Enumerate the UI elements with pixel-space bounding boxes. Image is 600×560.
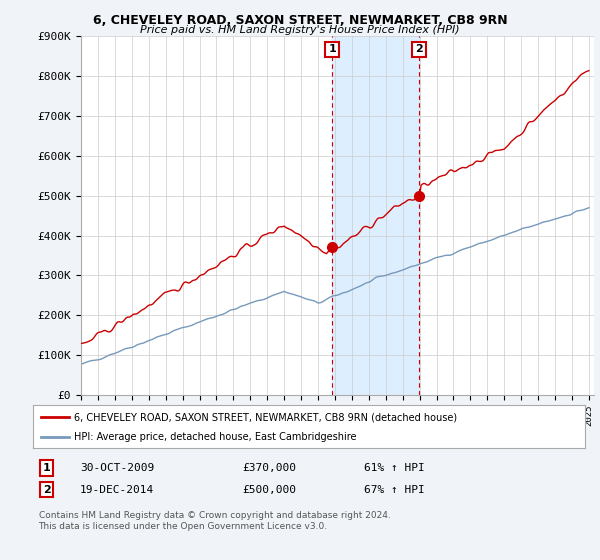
Text: 2: 2 — [43, 484, 50, 494]
Text: 61% ↑ HPI: 61% ↑ HPI — [364, 463, 425, 473]
Text: 19-DEC-2014: 19-DEC-2014 — [80, 484, 154, 494]
Text: £500,000: £500,000 — [243, 484, 297, 494]
Text: 30-OCT-2009: 30-OCT-2009 — [80, 463, 154, 473]
Text: 2: 2 — [415, 44, 423, 54]
Text: 67% ↑ HPI: 67% ↑ HPI — [364, 484, 425, 494]
Text: 1: 1 — [328, 44, 336, 54]
Text: Price paid vs. HM Land Registry's House Price Index (HPI): Price paid vs. HM Land Registry's House … — [140, 25, 460, 35]
Text: 6, CHEVELEY ROAD, SAXON STREET, NEWMARKET, CB8 9RN: 6, CHEVELEY ROAD, SAXON STREET, NEWMARKE… — [92, 14, 508, 27]
Text: 1: 1 — [43, 463, 50, 473]
Text: Contains HM Land Registry data © Crown copyright and database right 2024.
This d: Contains HM Land Registry data © Crown c… — [38, 511, 390, 531]
Text: £370,000: £370,000 — [243, 463, 297, 473]
Text: 6, CHEVELEY ROAD, SAXON STREET, NEWMARKET, CB8 9RN (detached house): 6, CHEVELEY ROAD, SAXON STREET, NEWMARKE… — [74, 412, 458, 422]
Text: HPI: Average price, detached house, East Cambridgeshire: HPI: Average price, detached house, East… — [74, 432, 357, 442]
Bar — [332, 36, 419, 395]
